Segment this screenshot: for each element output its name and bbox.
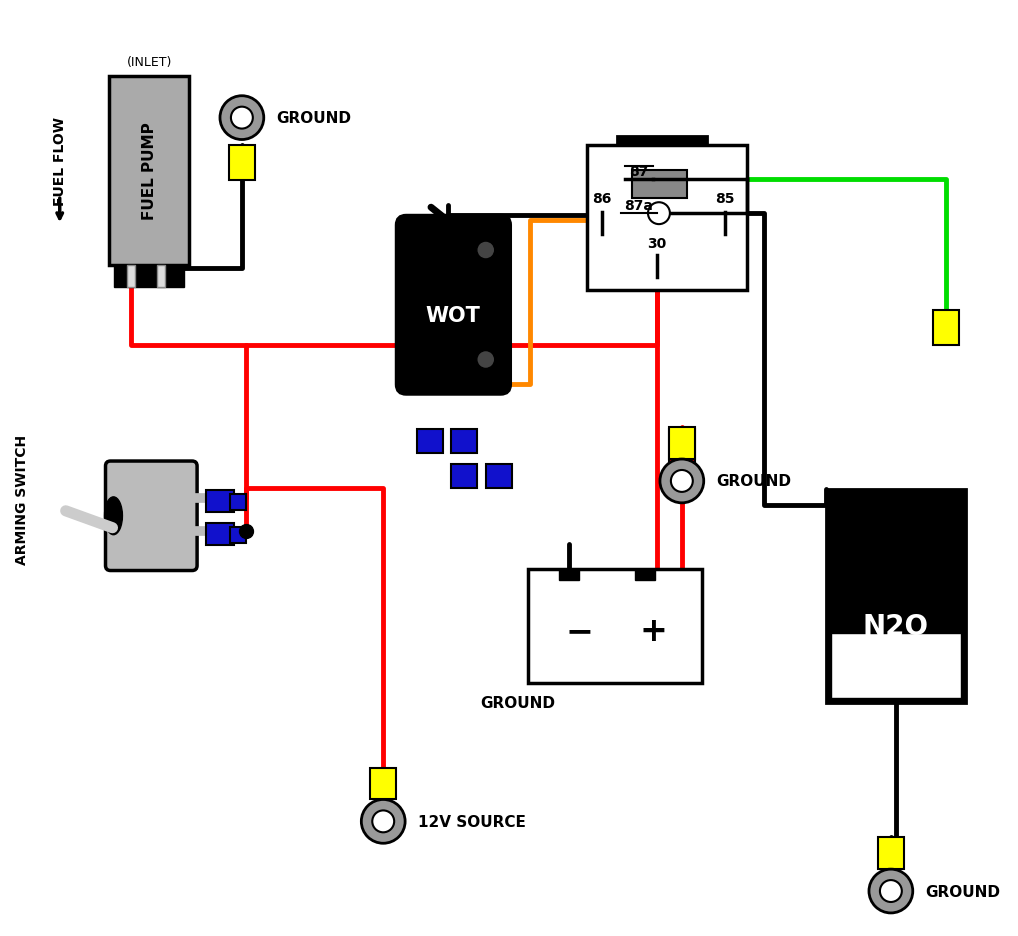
Circle shape [648,203,670,225]
Bar [371,768,396,799]
Bar [932,311,959,345]
Text: GROUND: GROUND [480,695,555,710]
Bar [831,634,961,698]
Circle shape [373,811,394,832]
Circle shape [869,870,913,913]
Circle shape [671,471,693,492]
Bar [451,430,476,454]
Bar [635,569,655,581]
Bar [206,523,234,545]
Circle shape [361,799,405,843]
Text: 12V SOURCE: 12V SOURCE [418,814,526,829]
Bar [230,494,246,510]
Circle shape [220,96,264,140]
Bar [229,146,254,182]
Bar [451,464,476,489]
Text: 87: 87 [629,165,648,179]
Text: FUEL PUMP: FUEL PUMP [142,123,157,220]
Bar [110,77,189,266]
FancyBboxPatch shape [396,216,511,395]
Circle shape [660,460,703,504]
Text: WOT: WOT [426,305,480,326]
Circle shape [476,351,495,369]
Text: GROUND: GROUND [925,884,1001,899]
Text: FUEL FLOW: FUEL FLOW [53,117,67,206]
Text: 86: 86 [592,192,612,206]
Text: +: + [639,615,667,648]
Ellipse shape [105,497,122,535]
Text: −: − [566,615,593,648]
Text: 30: 30 [647,237,667,251]
Bar [827,490,965,703]
Bar [632,171,687,199]
Text: GROUND: GROUND [277,111,351,126]
Bar [127,266,135,287]
Text: N2O: N2O [863,612,928,640]
Bar [878,838,904,870]
Bar [114,266,184,287]
Bar [669,430,694,467]
Bar [617,137,706,224]
Circle shape [231,108,252,129]
FancyBboxPatch shape [106,461,197,571]
Bar [527,569,701,683]
Bar [560,569,579,581]
Bar [230,527,246,543]
Bar [157,266,165,287]
Text: 85: 85 [715,192,734,206]
Text: ARMING SWITCH: ARMING SWITCH [15,434,29,564]
Circle shape [880,880,902,902]
Bar [417,430,443,454]
Bar [486,464,512,489]
Circle shape [476,241,495,259]
Text: 87a: 87a [625,199,654,213]
Text: GROUND: GROUND [717,474,792,489]
Bar [587,146,746,290]
Text: (INLET): (INLET) [126,56,172,69]
Bar [206,490,234,512]
Bar [669,428,694,460]
